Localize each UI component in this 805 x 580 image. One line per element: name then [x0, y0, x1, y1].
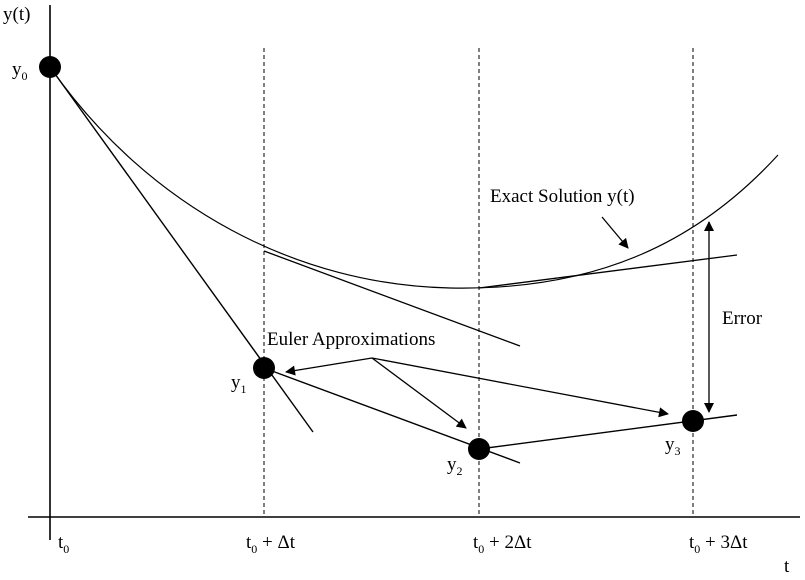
exact-solution-curve	[49, 66, 779, 289]
point-label-y2: y2	[447, 454, 463, 478]
tangent-line-t1	[263, 250, 521, 347]
euler-segment-0	[49, 66, 314, 433]
point-label-y3: y3	[665, 434, 681, 458]
exact-solution-label: Exact Solution y(t)	[490, 186, 635, 207]
point-label-y0: y0	[12, 59, 28, 83]
x-axis-label: t	[784, 556, 790, 577]
tick-label-t0: t0	[58, 532, 69, 556]
euler-arrow-y2	[371, 357, 467, 429]
euler-arrow-y1	[285, 357, 373, 376]
error-label: Error	[722, 308, 763, 329]
point-label-y1: y1	[231, 372, 247, 396]
point-y1	[253, 357, 275, 379]
euler-arrow-y3	[371, 357, 669, 418]
point-y2	[468, 438, 490, 460]
tick-label-t3: t0 + 3Δt	[689, 532, 748, 556]
point-y3	[682, 410, 704, 432]
y-axis-label: y(t)	[3, 4, 30, 25]
exact-solution-arrow	[601, 216, 629, 249]
tick-label-t1: t0 + Δt	[246, 532, 296, 556]
tick-label-t2: t0 + 2Δt	[473, 532, 532, 556]
tangent-line-t2	[478, 254, 738, 289]
point-y0	[39, 56, 61, 78]
euler-approximations-label: Euler Approximations	[267, 329, 435, 350]
